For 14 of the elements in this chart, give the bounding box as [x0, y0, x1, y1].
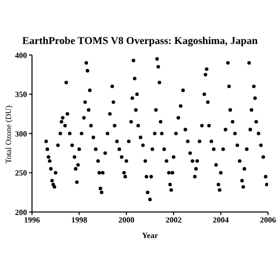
x-tick-label: 2000 — [118, 216, 134, 225]
x-tick-label: 2004 — [212, 216, 229, 225]
y-tick-label: 250 — [15, 168, 27, 178]
x-tick-label: 1998 — [71, 216, 88, 225]
y-tick-label: 350 — [15, 90, 27, 100]
y-axis-title: Total Ozone (DU) — [4, 105, 13, 164]
x-axis-title: Year — [142, 231, 158, 240]
x-tick-label: 1996 — [24, 216, 40, 225]
y-tick-label: 300 — [15, 129, 27, 138]
x-tick-label: 2006 — [260, 216, 276, 225]
y-tick-label: 200 — [15, 208, 27, 217]
y-tick-label: 400 — [15, 50, 27, 60]
x-tick-label: 2002 — [166, 216, 182, 225]
chart-title: EarthProbe TOMS V8 Overpass: Kagoshima, Japan — [21, 36, 259, 47]
